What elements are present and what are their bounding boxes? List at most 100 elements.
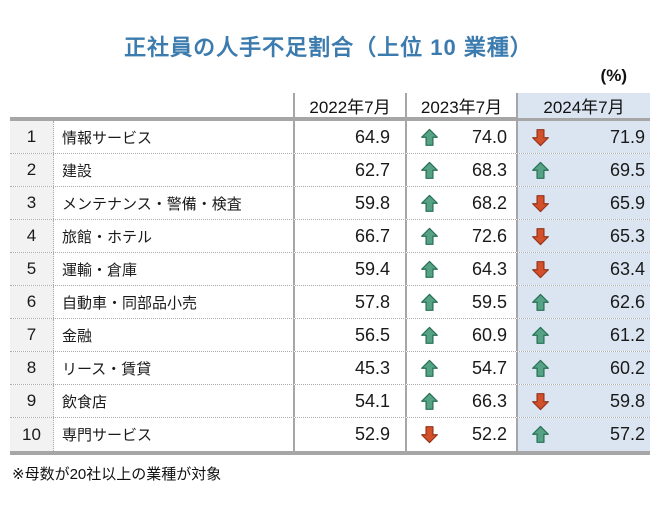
up-arrow-icon: [531, 425, 550, 444]
industry-cell: 金融: [62, 327, 93, 345]
value-2024: 65.3: [609, 225, 645, 246]
value-2024: 60.2: [609, 357, 645, 378]
up-arrow-icon: [420, 293, 439, 312]
up-arrow-icon: [531, 359, 550, 378]
value-2024: 62.6: [609, 291, 645, 312]
value-2022: 45.3: [293, 352, 405, 384]
value-2024: 69.5: [609, 159, 645, 180]
value-2023: 59.5: [471, 291, 507, 312]
value-2024: 65.9: [609, 192, 645, 213]
industry-cell: 建設: [62, 162, 93, 180]
up-arrow-icon: [420, 128, 439, 147]
value-2022: 52.9: [293, 418, 405, 451]
value-2024: 71.9: [609, 126, 645, 147]
value-2023: 68.2: [471, 192, 507, 213]
value-2023-cell: 66.3: [405, 385, 516, 417]
value-2022: 59.8: [293, 187, 405, 219]
value-2024-cell: 57.2: [516, 418, 650, 451]
value-2024-cell: 69.5: [516, 154, 650, 186]
value-2024: 59.8: [609, 390, 645, 411]
table-row: 6 自動車・同部品小売 57.8 59.5 62.6: [10, 286, 650, 319]
value-2022: 64.9: [293, 121, 405, 153]
value-2023-cell: 54.7: [405, 352, 516, 384]
value-2022: 54.1: [293, 385, 405, 417]
value-2023: 66.3: [471, 390, 507, 411]
rank-cell: 6: [10, 286, 54, 318]
table-body: 1 情報サービス 64.9 74.0 71.9 2 建設 62.7 68.3 6…: [10, 121, 650, 455]
rank-cell: 5: [10, 253, 54, 285]
value-2024-cell: 62.6: [516, 286, 650, 318]
table-row: 4 旅館・ホテル 66.7 72.6 65.3: [10, 220, 650, 253]
value-2024-cell: 61.2: [516, 319, 650, 351]
value-2023: 54.7: [471, 357, 507, 378]
up-arrow-icon: [420, 260, 439, 279]
column-header-2024: 2024年7月: [516, 93, 650, 118]
industry-cell: 情報サービス: [62, 129, 153, 147]
up-arrow-icon: [420, 326, 439, 345]
rank-cell: 3: [10, 187, 54, 219]
value-2023: 72.6: [471, 225, 507, 246]
down-arrow-icon: [531, 227, 550, 246]
rank-cell: 1: [10, 121, 54, 153]
value-2023-cell: 74.0: [405, 121, 516, 153]
rank-cell: 4: [10, 220, 54, 252]
up-arrow-icon: [420, 392, 439, 411]
industry-cell: リース・賃貸: [62, 360, 152, 378]
industry-cell: 自動車・同部品小売: [62, 294, 198, 312]
table-row: 1 情報サービス 64.9 74.0 71.9: [10, 121, 650, 154]
value-2024-cell: 59.8: [516, 385, 650, 417]
rank-cell: 9: [10, 385, 54, 417]
industry-cell: 運輸・倉庫: [62, 261, 138, 279]
value-2022: 62.7: [293, 154, 405, 186]
page-title: 正社員の人手不足割合（上位 10 業種）: [124, 35, 533, 60]
rank-cell: 8: [10, 352, 54, 384]
value-2023-cell: 59.5: [405, 286, 516, 318]
value-2022: 56.5: [293, 319, 405, 351]
value-2023: 68.3: [471, 159, 507, 180]
value-2023-cell: 68.2: [405, 187, 516, 219]
rank-cell: 2: [10, 154, 54, 186]
table-row: 8 リース・賃貸 45.3 54.7 60.2: [10, 352, 650, 385]
header-blank-cell: [10, 93, 293, 118]
value-2023: 74.0: [471, 126, 507, 147]
value-2023: 60.9: [471, 324, 507, 345]
value-2024: 63.4: [609, 258, 645, 279]
footnote: ※母数が20社以上の業種が対象: [12, 466, 222, 483]
unit-label: (%): [600, 66, 627, 85]
value-2024-cell: 63.4: [516, 253, 650, 285]
value-2024-cell: 65.3: [516, 220, 650, 252]
value-2023-cell: 60.9: [405, 319, 516, 351]
industry-cell: 飲食店: [62, 393, 108, 411]
value-2022: 66.7: [293, 220, 405, 252]
value-2024: 57.2: [609, 424, 645, 444]
table-row: 9 飲食店 54.1 66.3 59.8: [10, 385, 650, 418]
up-arrow-icon: [420, 161, 439, 180]
value-2024-cell: 65.9: [516, 187, 650, 219]
value-2024-cell: 60.2: [516, 352, 650, 384]
rank-cell: 7: [10, 319, 54, 351]
value-2023-cell: 72.6: [405, 220, 516, 252]
table-row: 7 金融 56.5 60.9 61.2: [10, 319, 650, 352]
table-row: 10 専門サービス 52.9 52.2 57.2: [10, 418, 650, 451]
up-arrow-icon: [531, 293, 550, 312]
shortage-table: 2022年7月 2023年7月 2024年7月 1 情報サービス 64.9 74…: [10, 93, 650, 455]
down-arrow-icon: [531, 128, 550, 147]
down-arrow-icon: [420, 425, 439, 444]
up-arrow-icon: [420, 227, 439, 246]
up-arrow-icon: [420, 194, 439, 213]
up-arrow-icon: [531, 326, 550, 345]
value-2024: 61.2: [609, 324, 645, 345]
industry-cell: 旅館・ホテル: [62, 228, 153, 246]
column-header-2022: 2022年7月: [293, 93, 405, 118]
value-2023: 52.2: [471, 424, 507, 444]
value-2024-cell: 71.9: [516, 121, 650, 153]
table-row: 3 メンテナンス・警備・検査 59.8 68.2 65.9: [10, 187, 650, 220]
value-2022: 59.4: [293, 253, 405, 285]
industry-cell: 専門サービス: [62, 427, 153, 444]
value-2023-cell: 52.2: [405, 418, 516, 451]
table-row: 2 建設 62.7 68.3 69.5: [10, 154, 650, 187]
rank-cell: 10: [10, 418, 54, 451]
down-arrow-icon: [531, 194, 550, 213]
down-arrow-icon: [531, 392, 550, 411]
value-2023: 64.3: [471, 258, 507, 279]
